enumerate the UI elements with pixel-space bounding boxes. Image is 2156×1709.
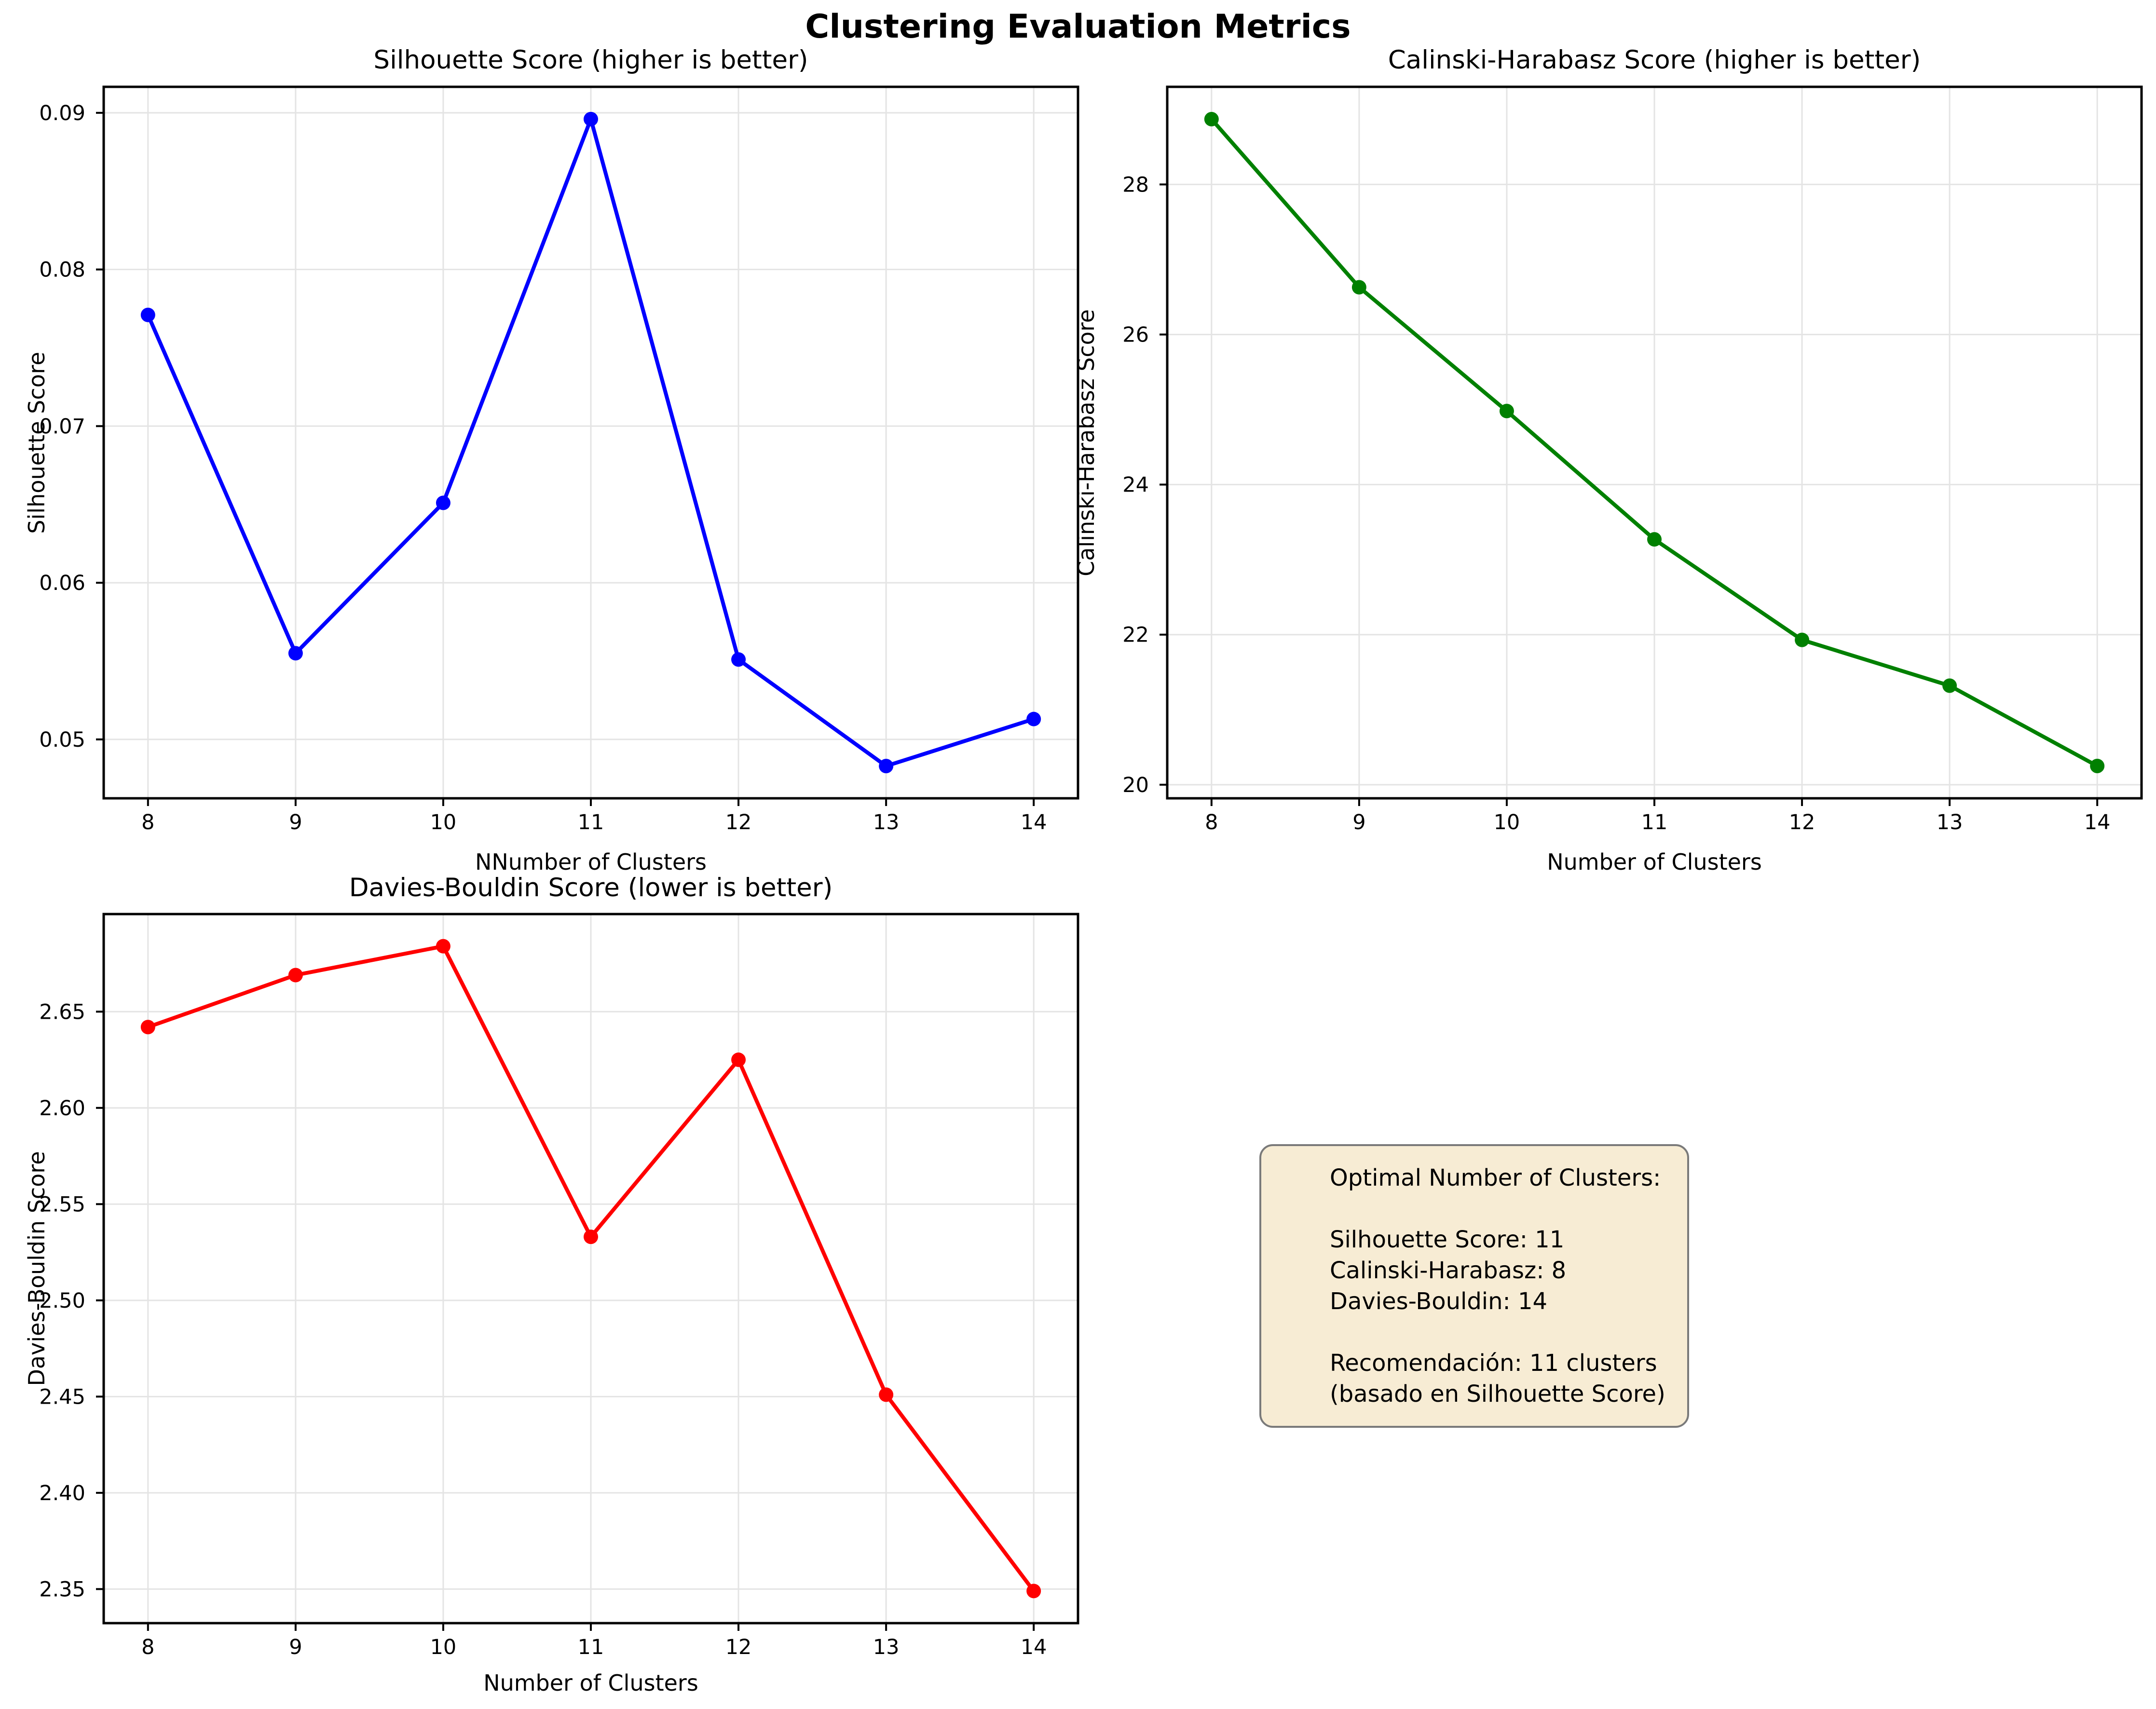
x-tick-label: 8 [1205, 810, 1218, 834]
data-point-marker [1795, 632, 1810, 647]
info-line: Davies-Bouldin: 14 [1330, 1288, 1548, 1315]
data-point-marker [140, 307, 155, 322]
info-line: Silhouette Score: 11 [1330, 1226, 1565, 1253]
davies-yaxis-label: Davies-Bouldin Score [24, 1151, 50, 1386]
data-point-marker [288, 646, 303, 661]
info-box: Optimal Number of Clusters: Silhouette S… [1259, 1144, 1689, 1428]
y-tick-label: 2.50 [39, 1289, 85, 1313]
calinski-xaxis-label: Number of Clusters [1547, 849, 1762, 875]
info-line: (basado en Silhouette Score) [1330, 1381, 1665, 1408]
calinski-yaxis-label: Calinski-Harabasz Score [1073, 309, 1099, 576]
davies-plot-title: Davies-Bouldin Score (lower is better) [349, 873, 833, 902]
data-point-marker [584, 111, 598, 126]
davies-plot: 8 9 10 11 12 13 14 2.35 2.40 2.45 2.50 2.55 2.60 2.65 [39, 913, 1079, 1659]
y-tick-label: 2.45 [39, 1385, 85, 1409]
data-point-marker [436, 939, 450, 954]
silhouette-plot-title: Silhouette Score (higher is better) [373, 45, 808, 75]
y-tick-label: 2.65 [39, 1000, 85, 1024]
y-tick-label: 28 [1122, 173, 1149, 197]
y-tick-label: 0.06 [39, 571, 85, 595]
silhouette-plot: 8 9 10 11 12 13 14 0.05 0.06 0.07 0.08 0.09 [39, 85, 1079, 834]
y-tick-label: 24 [1122, 473, 1149, 497]
x-tick-label: 12 [1789, 810, 1815, 834]
data-point-marker [1026, 711, 1041, 726]
info-line: Optimal Number of Clusters: [1330, 1164, 1661, 1191]
info-line: Recomendación: 11 clusters [1330, 1350, 1657, 1377]
y-tick-label: 0.05 [39, 728, 85, 752]
silhouette-xaxis-label: NNumber of Clusters [475, 849, 707, 875]
x-tick-label: 14 [2084, 810, 2111, 834]
y-tick-label: 2.60 [39, 1096, 85, 1121]
data-point-marker [584, 1230, 598, 1244]
data-point-marker [1204, 112, 1219, 127]
info-line: Calinski-Harabasz: 8 [1330, 1257, 1567, 1284]
y-tick-label: 2.40 [39, 1481, 85, 1505]
x-tick-label: 9 [289, 1635, 302, 1659]
x-tick-label: 9 [289, 810, 302, 834]
data-point-marker [2090, 758, 2105, 773]
x-tick-label: 13 [1937, 810, 1963, 834]
info-line [1330, 1317, 1679, 1348]
data-point-marker [1499, 404, 1514, 419]
data-point-marker [879, 1387, 894, 1402]
x-tick-label: 14 [1021, 810, 1047, 834]
calinski-plot: 8 9 10 11 12 13 14 20 22 24 26 28 [1122, 85, 2143, 834]
data-point-marker [1026, 1584, 1041, 1599]
calinski-plot-title: Calinski-Harabasz Score (higher is bette… [1388, 45, 1921, 75]
y-tick-label: 0.08 [39, 258, 85, 282]
x-tick-label: 12 [725, 810, 752, 834]
y-tick-label: 0.07 [39, 414, 85, 438]
y-tick-label: 0.09 [39, 101, 85, 125]
data-point-marker [731, 1053, 746, 1067]
y-tick-label: 2.35 [39, 1577, 85, 1601]
x-tick-label: 13 [873, 1635, 900, 1659]
davies-xaxis-label: Number of Clusters [483, 1670, 698, 1696]
x-tick-label: 14 [1021, 1635, 1047, 1659]
info-line [1330, 1193, 1679, 1224]
data-point-marker [288, 968, 303, 983]
x-tick-label: 11 [578, 1635, 604, 1659]
x-tick-label: 11 [1641, 810, 1668, 834]
data-point-marker [731, 652, 746, 667]
figure-title: Clustering Evaluation Metrics [805, 8, 1351, 46]
x-tick-label: 8 [141, 810, 154, 834]
x-tick-label: 11 [578, 810, 604, 834]
x-tick-label: 9 [1352, 810, 1365, 834]
y-tick-label: 22 [1122, 623, 1149, 647]
data-point-marker [879, 759, 894, 774]
data-point-marker [1942, 678, 1957, 693]
y-tick-label: 26 [1122, 323, 1149, 347]
y-tick-label: 2.55 [39, 1192, 85, 1217]
x-tick-label: 8 [141, 1635, 154, 1659]
data-point-marker [140, 1020, 155, 1035]
x-tick-label: 10 [430, 810, 457, 834]
x-tick-label: 10 [1494, 810, 1520, 834]
data-point-marker [1351, 280, 1366, 295]
y-tick-label: 20 [1122, 773, 1149, 797]
x-tick-label: 13 [873, 810, 900, 834]
silhouette-yaxis-label: Silhouette Score [24, 352, 50, 534]
x-tick-label: 12 [725, 1635, 752, 1659]
data-point-marker [436, 495, 450, 510]
x-tick-label: 10 [430, 1635, 457, 1659]
data-point-marker [1647, 532, 1662, 547]
